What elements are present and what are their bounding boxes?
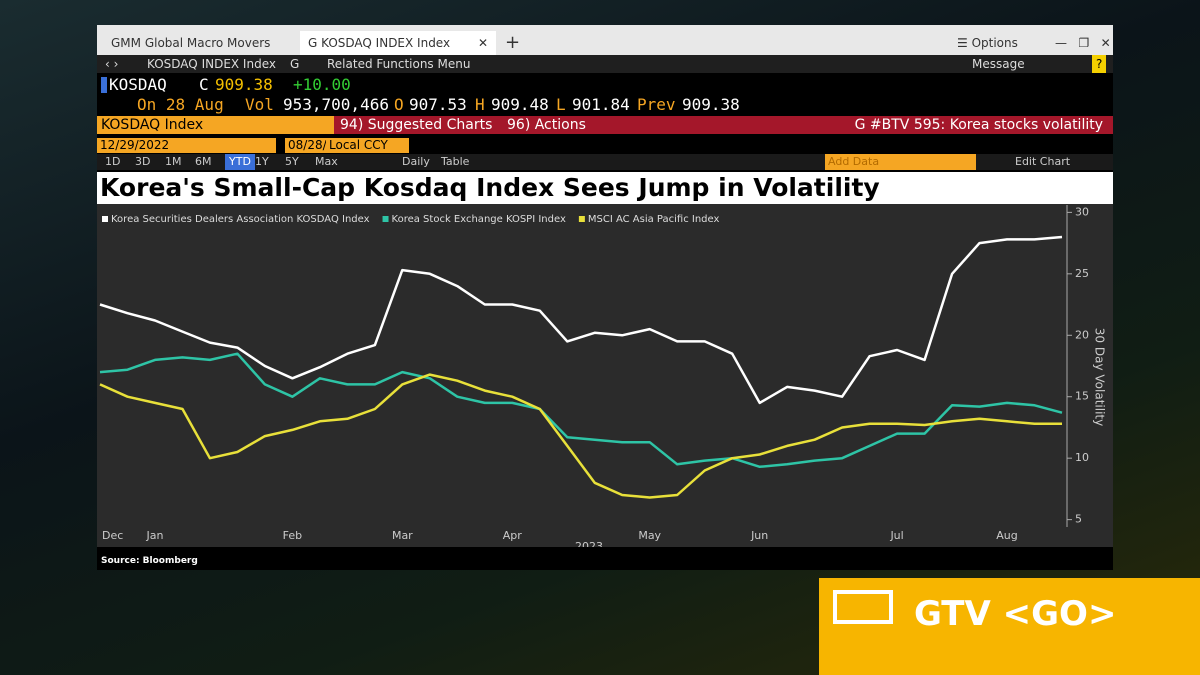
change: +10.00 [293,75,351,94]
function-menu[interactable]: G [290,57,300,71]
new-tab[interactable]: + [505,32,521,53]
high: 909.48 [491,95,549,114]
last-price: 909.38 [215,75,273,94]
options-button[interactable]: ☰ Options [957,36,1018,50]
x-tick-label: Mar [392,529,413,542]
title-band [97,172,1113,204]
source-note: Source: Bloomberg [97,555,1113,570]
series-line [99,352,1063,469]
o-label: O [394,95,404,114]
legend-swatch [382,216,389,222]
tab-label: G KOSDAQ INDEX Index [308,36,451,50]
y-tick-label: 5 [1075,513,1082,526]
security-menu[interactable]: KOSDAQ INDEX Index [147,57,276,71]
ticker: KOSDAQ [109,75,167,94]
legend-label: Korea Securities Dealers Association KOS… [111,214,370,225]
x-tick-label: Jul [889,529,903,542]
x-tick-label: Apr [503,529,523,542]
help-button[interactable]: ? [1092,55,1107,73]
x-tick-label: Jan [145,529,163,542]
edit-chart[interactable]: Edit Chart [1015,155,1071,168]
actions[interactable]: 96) Actions [507,117,586,133]
date-bar: 12/29/2022 08/28/2023 Local CCY [97,138,1113,153]
legend-swatch [102,216,108,222]
range-bar: Daily Table Add Data Edit Chart 1D 3D 1M 6M… [97,154,1113,170]
gtv-text: GTV <GO> [914,594,1117,634]
y-tick-label: 30 [1075,205,1089,218]
plot-background [97,204,1113,547]
range-button[interactable]: Max [315,155,338,168]
l-label: L [556,95,566,114]
series-line [99,235,1063,405]
security-field[interactable]: KOSDAQ Index [97,116,334,134]
window-controls[interactable]: — ❐ ✕ [1055,36,1111,50]
message-button[interactable]: Message [972,57,1025,71]
y-tick-label: 10 [1075,451,1089,464]
gtv-banner: GTV <GO> [819,578,1200,675]
x-tick-label: Feb [283,529,302,542]
series-line [99,373,1062,499]
suggested-charts[interactable]: 94) Suggested Charts [340,117,493,133]
marker [101,77,107,93]
x-tick-label: Dec [102,529,123,542]
currency[interactable]: Local CCY [326,138,409,153]
range-button[interactable]: 6M [195,155,212,168]
vol-label: Vol [245,95,274,114]
quote-details: On 28 Aug Vol 953,700,466 O 907.53 H 909… [97,95,1113,115]
tab[interactable]: GMM Global Macro Movers [111,36,271,50]
add-data[interactable]: Add Data [825,154,976,170]
range-button[interactable]: 1Y [255,155,269,168]
chart-title: Korea's Small-Cap Kosdaq Index Sees Jump… [100,173,880,202]
open: 907.53 [409,95,467,114]
prev-label: Prev [637,95,676,114]
command-bar: KOSDAQ Index 94) Suggested Charts 96) Ac… [97,116,1113,134]
chart: Korea's Small-Cap Kosdaq Index Sees Jump… [97,172,1113,547]
x-tick-label: Aug [996,529,1017,542]
legend-swatch [578,216,585,222]
page-title: G #BTV 595: Korea stocks volatility [854,117,1103,133]
close-icon[interactable]: ✕ [477,36,488,50]
tab-bar: GMM Global Macro Movers G KOSDAQ INDEX I… [97,25,1113,55]
frequency[interactable]: Daily [402,155,430,168]
date: On 28 Aug [137,95,224,114]
volume: 953,700,466 [283,95,389,114]
low: 901.84 [572,95,630,114]
c-label: C [199,75,209,94]
y-axis-label: 30 Day Volatility [1093,328,1107,426]
nav-arrows[interactable]: ‹ › [105,57,119,71]
y-tick-label: 20 [1075,328,1089,341]
legend-label: MSCI AC Asia Pacific Index [588,214,720,225]
prev: 909.38 [682,95,740,114]
related-menu[interactable]: Related Functions Menu [327,57,471,71]
range-button[interactable]: 5Y [285,155,299,168]
range-button[interactable]: 1D [105,155,121,168]
x-tick-label: Jun [750,529,768,542]
table-button[interactable]: Table [441,155,470,168]
x-axis-label: 2023 [575,540,603,547]
screen-icon [833,590,893,624]
toolbar: ‹ › KOSDAQ INDEX Index G Related Functio… [97,55,1113,73]
range-button[interactable]: 3D [135,155,151,168]
tab-active[interactable]: G KOSDAQ INDEX Index ✕ [300,31,496,55]
start-date[interactable]: 12/29/2022 [97,138,276,153]
range-button[interactable]: 1M [165,155,182,168]
h-label: H [475,95,485,114]
y-tick-label: 15 [1075,390,1089,403]
x-tick-label: May [638,529,661,542]
range-button[interactable]: YTD [225,154,255,170]
options-label: Options [971,36,1018,50]
legend-label: Korea Stock Exchange KOSPI Index [392,214,566,225]
y-tick-label: 25 [1075,267,1089,280]
quote-line: KOSDAQ C 909.38 +10.00 [97,75,1113,95]
